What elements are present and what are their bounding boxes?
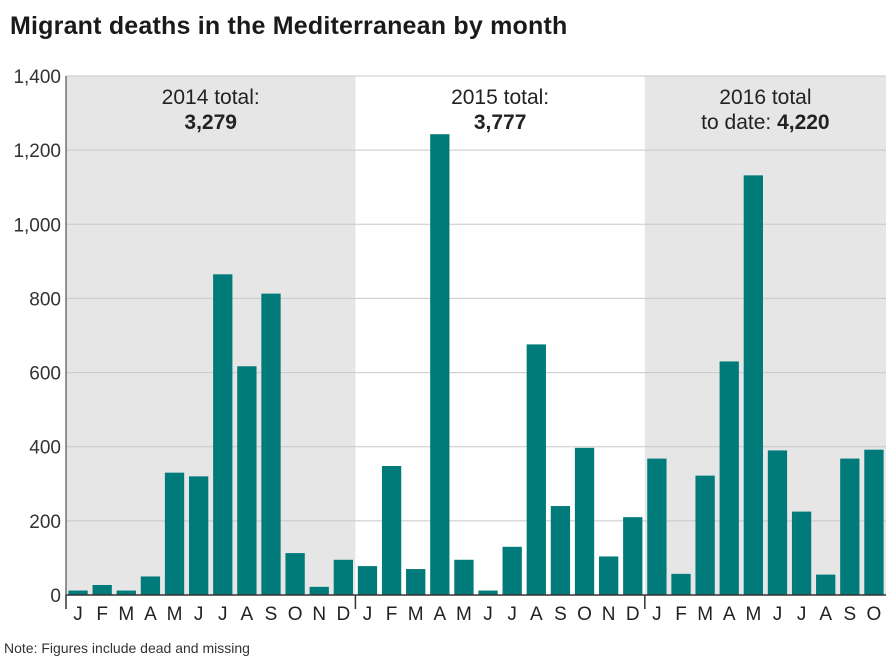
bar [116, 590, 136, 595]
bar [140, 576, 161, 595]
bar [743, 175, 763, 595]
y-tick-label: 400 [29, 438, 61, 459]
bar [599, 556, 619, 595]
x-tick-label: F [386, 604, 398, 625]
x-tick-label: A [433, 604, 446, 625]
bar [671, 573, 691, 595]
x-tick-label: S [843, 604, 856, 625]
x-tick-label: A [819, 604, 832, 625]
bar [189, 476, 209, 595]
bar [816, 574, 836, 595]
x-tick-label: A [241, 604, 254, 625]
x-tick-label: S [554, 604, 567, 625]
year-annotation-prefix: to date: [701, 111, 777, 134]
bar [550, 506, 571, 595]
bar [92, 584, 112, 595]
x-tick-label: J [73, 604, 83, 625]
bar [237, 366, 257, 595]
year-annotation-2014-total: 3,279 [184, 111, 237, 134]
chart-title: Migrant deaths in the Mediterranean by m… [10, 12, 568, 40]
x-tick-label: A [144, 604, 157, 625]
year-annotation-2016-total: to date: 4,220 [701, 111, 829, 134]
bar [406, 569, 426, 595]
bar [647, 458, 667, 595]
x-tick-label: D [336, 604, 350, 625]
bar [623, 517, 643, 595]
x-tick-label: F [96, 604, 108, 625]
x-tick-label: M [118, 604, 134, 625]
year-annotation-2015-total: 3,777 [474, 111, 527, 134]
bar [695, 475, 715, 595]
bar [791, 511, 812, 595]
bar [309, 586, 329, 595]
x-tick-label: F [675, 604, 687, 625]
year-annotation-total-value: 3,777 [474, 111, 527, 134]
bar [333, 559, 353, 595]
y-tick-label: 1,000 [13, 215, 61, 236]
x-tick-label: A [530, 604, 543, 625]
x-tick-label: J [797, 604, 807, 625]
x-tick-label: D [626, 604, 640, 625]
x-tick-label: J [363, 604, 373, 625]
bar [430, 134, 450, 595]
x-tick-label: M [167, 604, 183, 625]
bar [767, 450, 788, 595]
x-tick-label: O [288, 604, 303, 625]
bar [68, 590, 88, 595]
bar [719, 361, 739, 595]
y-tick-label: 200 [29, 512, 61, 533]
bar [285, 553, 305, 595]
bar [478, 590, 498, 595]
x-tick-label: J [773, 604, 783, 625]
year-annotation-2015-line1: 2015 total: [451, 86, 549, 109]
bar [864, 449, 884, 595]
x-tick-label: A [723, 604, 736, 625]
bar [454, 559, 474, 595]
x-tick-label: J [507, 604, 517, 625]
x-tick-label: J [218, 604, 228, 625]
footnote: Note: Figures include dead and missing [4, 640, 250, 656]
y-tick-label: 800 [29, 289, 61, 310]
x-tick-label: M [456, 604, 472, 625]
y-tick-label: 1,200 [13, 141, 61, 162]
x-tick-label: J [194, 604, 204, 625]
bar [261, 293, 281, 595]
x-tick-label: N [312, 604, 326, 625]
x-tick-label: M [697, 604, 713, 625]
x-tick-label: O [577, 604, 592, 625]
x-tick-label: S [265, 604, 278, 625]
y-tick-label: 0 [50, 586, 61, 607]
x-tick-label: J [652, 604, 662, 625]
bar [164, 472, 185, 595]
bar [502, 546, 522, 595]
year-annotation-total-value: 4,220 [777, 111, 830, 134]
year-annotation-2016-line1: 2016 total [719, 86, 811, 109]
bar [574, 447, 595, 595]
bar [357, 566, 378, 595]
y-axis-ticks: 0 200 400 600 800 1,000 1,200 1,400 [13, 67, 61, 607]
x-tick-label: M [745, 604, 761, 625]
x-tick-label: O [867, 604, 882, 625]
x-tick-label: J [483, 604, 493, 625]
x-tick-label: N [602, 604, 616, 625]
y-tick-label: 1,400 [13, 67, 61, 88]
bar [381, 465, 402, 595]
year-annotation-2014-line1: 2014 total: [162, 86, 260, 109]
year-band-2014 [66, 76, 356, 595]
y-tick-label: 600 [29, 364, 61, 385]
bars [68, 134, 884, 595]
year-annotations: 2014 total:3,279 2015 total:3,777 2016 tot… [162, 86, 830, 134]
bar [840, 458, 860, 595]
bar [213, 274, 233, 595]
year-annotation-total-value: 3,279 [184, 111, 237, 134]
x-tick-label: M [408, 604, 424, 625]
bar [526, 344, 546, 595]
